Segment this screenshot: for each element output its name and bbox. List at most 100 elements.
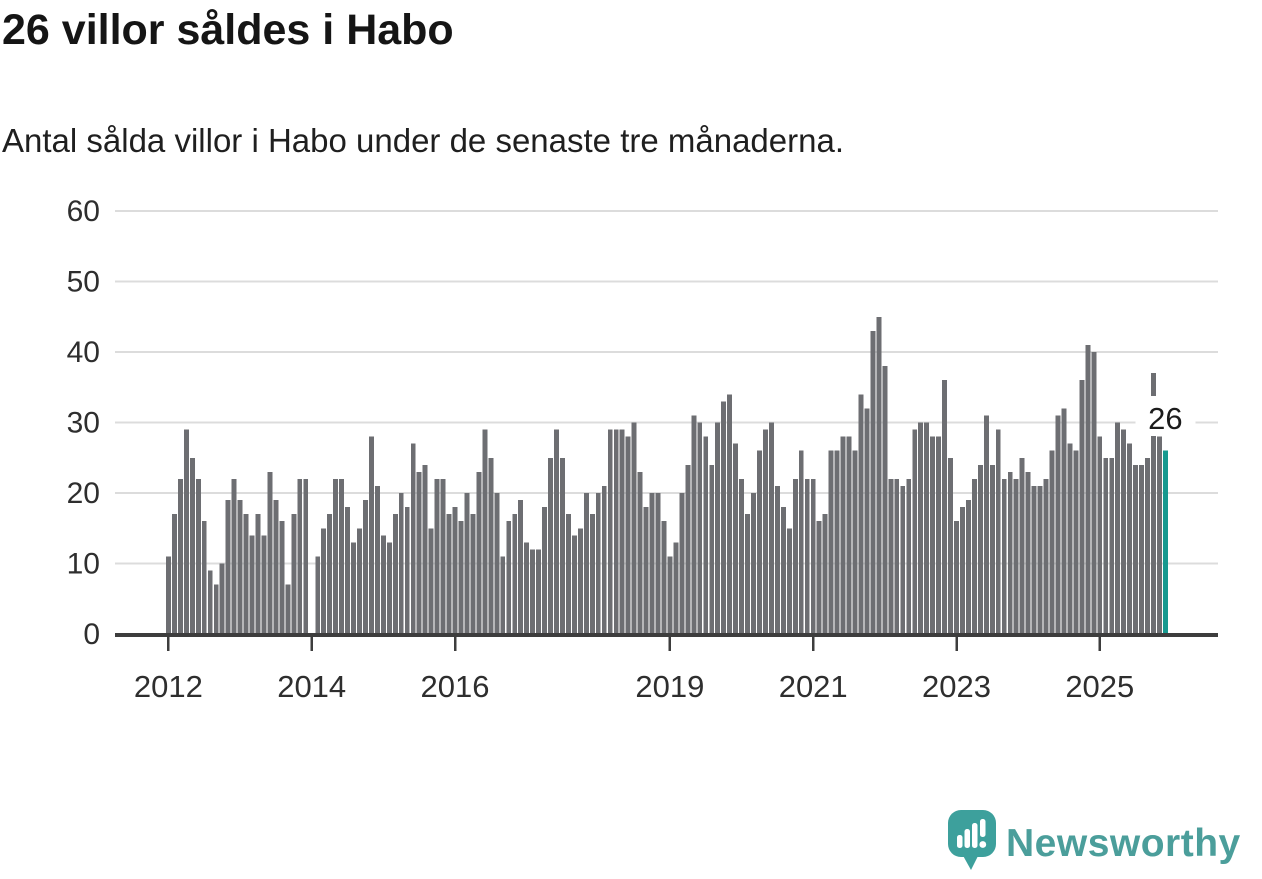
bar: [207, 570, 213, 634]
bar: [798, 450, 804, 634]
bar: [1085, 344, 1091, 634]
bar: [518, 500, 524, 634]
bar: [542, 507, 548, 634]
bar: [1121, 429, 1127, 634]
bar: [363, 500, 368, 634]
bar: [757, 450, 762, 634]
bar: [339, 478, 345, 634]
bar: [631, 422, 637, 634]
x-axis-tick-label: 2025: [1065, 669, 1134, 704]
bar: [1037, 486, 1043, 634]
y-axis-tick-label: 20: [67, 477, 100, 510]
bar: [739, 478, 745, 634]
x-axis-tick-label: 2012: [134, 669, 203, 704]
bar: [1013, 478, 1019, 634]
bar: [303, 478, 309, 634]
bar: [1049, 450, 1055, 634]
bar: [948, 457, 953, 635]
bar: [733, 443, 739, 634]
footer-branding: Newsworthy: [930, 806, 1262, 876]
y-axis-tick-label: 10: [67, 548, 100, 581]
bar: [458, 521, 464, 634]
bar: [410, 443, 416, 634]
bar: [565, 514, 571, 634]
bar: [1145, 457, 1150, 635]
bar: [345, 507, 350, 634]
bar: [1115, 422, 1121, 634]
bar: [942, 380, 947, 634]
bar: [810, 478, 816, 634]
bar: [864, 408, 870, 634]
bar: [876, 316, 882, 635]
bar: [1055, 415, 1061, 634]
bar: [583, 493, 589, 634]
y-axis-tick-label: 50: [67, 266, 100, 299]
bar: [488, 457, 494, 635]
bar: [351, 542, 356, 634]
bar: [983, 415, 989, 634]
x-axis-tick-label: 2014: [277, 669, 346, 704]
bar: [548, 457, 553, 635]
bar: [637, 471, 643, 635]
bar: [219, 563, 225, 634]
bar-chart: 0 10 20 30 40 50 60 26 2012 2014 2016 2019 2021 2023 2…: [67, 195, 1218, 704]
bar: [828, 450, 834, 634]
bar: [601, 486, 607, 634]
bar: [291, 514, 297, 634]
bar: [577, 528, 583, 635]
bar: [989, 464, 995, 634]
bar: [1067, 443, 1073, 634]
bar: [786, 528, 792, 635]
bar: [434, 478, 440, 634]
bar: [595, 493, 601, 634]
bar: [840, 436, 846, 634]
bar: [422, 464, 428, 634]
value-label-halo: [1135, 396, 1196, 436]
y-axis-tick-label: 40: [67, 336, 100, 369]
bar: [1025, 471, 1031, 635]
bar: [315, 556, 321, 634]
bar: [1043, 478, 1049, 634]
bar: [273, 500, 279, 634]
bar: [1097, 436, 1103, 634]
bar: [870, 330, 876, 634]
bar: [912, 429, 918, 634]
bar: [166, 556, 171, 634]
bar: [667, 556, 673, 634]
bar: [327, 514, 333, 634]
bar: [171, 514, 177, 634]
bar: [1157, 436, 1162, 634]
bar: [936, 436, 942, 634]
bar: [1073, 450, 1079, 634]
bar: [357, 528, 362, 635]
bar: [536, 549, 542, 634]
latest-value-label: 26: [1148, 401, 1182, 436]
bar: [882, 366, 888, 634]
bar: [464, 493, 470, 634]
bar: [1151, 373, 1156, 634]
bar: [768, 422, 774, 634]
bar: [995, 429, 1001, 634]
bar: [900, 486, 906, 634]
bar: [960, 507, 965, 634]
bar: [285, 584, 291, 634]
bar: [852, 450, 858, 634]
bar: [679, 493, 685, 634]
bar: [721, 401, 727, 635]
bar: [1139, 464, 1145, 634]
bar: [255, 514, 261, 634]
x-axis-tick-label: 2023: [922, 669, 991, 704]
bar: [1079, 380, 1085, 634]
newsworthy-logo-icon: [948, 810, 998, 872]
bar: [697, 422, 703, 634]
bar: [243, 514, 249, 634]
bar: [846, 436, 852, 634]
bar: [1091, 352, 1097, 634]
bar: [965, 500, 971, 634]
bar: [428, 528, 434, 635]
bar: [398, 493, 404, 634]
bar: [452, 507, 458, 634]
bar: [321, 528, 327, 635]
bar: [297, 478, 303, 634]
bar: [834, 450, 840, 634]
